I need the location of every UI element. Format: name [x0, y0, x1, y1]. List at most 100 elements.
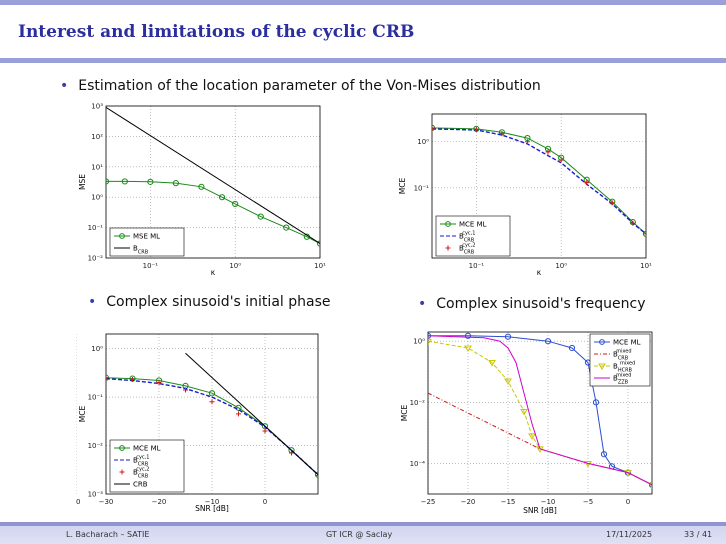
- x-tick-label: −20: [152, 498, 167, 506]
- plot-phase-mce: −30 −20 −10 0 10 10⁻³ 10⁻² 10⁻¹ 10⁰ SNR [dB] MCE MC…: [76, 326, 324, 512]
- y-tick-label: 10⁰: [91, 345, 103, 353]
- data-point: [208, 390, 216, 397]
- x-axis-label: κ: [211, 268, 216, 276]
- footer-author: L. Bacharach – SATIE: [66, 530, 150, 539]
- series-group: [106, 352, 318, 479]
- data-point: [106, 375, 109, 381]
- data-point: [156, 379, 162, 385]
- bullet-phase-text: Complex sinusoid's initial phase: [106, 294, 331, 310]
- data-point: [630, 220, 636, 226]
- footer-date: 17/11/2025: [606, 530, 653, 539]
- bullet-main: • Estimation of the location parameter of…: [60, 78, 541, 94]
- x-tick-label: 0: [263, 498, 267, 506]
- data-point: [183, 387, 188, 393]
- data-point: [504, 378, 512, 385]
- data-point: [520, 409, 528, 416]
- plot-vonmises-mce: 10⁻¹ 10⁰ 10¹ 10⁻¹ 10⁰ κ MCE MCE ML BCRBcyc,1 BCRB…: [396, 110, 654, 276]
- y-tick-label: 10⁰: [413, 338, 425, 346]
- y-axis-label: MSE: [78, 174, 87, 190]
- bullet-main-text: Estimation of the location parameter of …: [78, 78, 541, 94]
- data-point: [504, 333, 512, 340]
- legend-box: [109, 439, 185, 493]
- data-point: [648, 482, 652, 489]
- data-point: [209, 399, 215, 405]
- legend-label: BZZBmixed: [613, 373, 631, 386]
- legend-marker: [119, 233, 125, 239]
- x-tick-label: 10¹: [640, 262, 652, 270]
- data-point: [257, 213, 264, 220]
- bullet-freq-text: Complex sinusoid's frequency: [436, 296, 646, 312]
- x-tick-label: −10: [205, 498, 220, 506]
- data-point: [464, 332, 472, 339]
- data-point: [584, 180, 590, 186]
- x-axis-label: κ: [537, 268, 542, 276]
- legend-label: BCRBcyc,2: [133, 467, 149, 480]
- x-tick-label: 10: [76, 498, 80, 506]
- legend-marker: [119, 445, 125, 451]
- series-group: [106, 106, 320, 247]
- bullet-freq: • Complex sinusoid's frequency: [418, 296, 646, 312]
- data-point: [499, 131, 505, 137]
- data-point: [316, 240, 320, 247]
- data-point: [106, 374, 110, 381]
- bullet-dot-icon: •: [60, 78, 69, 94]
- legend-marker: [599, 339, 605, 345]
- legend-label: BCRBcyc,1: [459, 231, 475, 244]
- legend-label: MSE ML: [133, 233, 160, 241]
- data-point: [218, 194, 226, 201]
- series-line: [185, 352, 318, 476]
- x-axis-label: SNR [dB]: [523, 506, 557, 514]
- plot-vonmises-mse: 10⁻¹ 10⁰ 10¹ 10⁻² 10⁻¹ 10⁰ 10¹ 10² 10³ κ MSE MSE ML…: [76, 100, 326, 276]
- data-point: [568, 344, 576, 352]
- legend-marker: [598, 363, 606, 370]
- bullet-dot-icon: •: [88, 294, 97, 310]
- data-point: [544, 338, 552, 345]
- data-point: [283, 224, 290, 231]
- chart-svg: 10⁻¹ 10⁰ 10¹ 10⁻¹ 10⁰ κ MCE MCE ML BCRBcyc,1BCRB…: [398, 113, 652, 276]
- x-axis-label: SNR [dB]: [195, 504, 229, 512]
- y-tick-label: 10⁻²: [410, 399, 426, 407]
- legend-label: BCRBcyc,1: [133, 455, 149, 468]
- series-line: [428, 392, 652, 486]
- footer-rule: [0, 522, 726, 526]
- series-line: [428, 335, 652, 486]
- data-point: [428, 338, 432, 346]
- legend-label: MCE ML: [459, 221, 487, 229]
- y-tick-label: 10³: [91, 103, 103, 111]
- data-point: [198, 183, 205, 190]
- data-point: [106, 178, 110, 185]
- data-point: [600, 451, 608, 458]
- y-tick-label: 10⁰: [91, 194, 103, 202]
- y-tick-label: 10⁻²: [88, 442, 104, 450]
- data-point: [488, 360, 496, 367]
- chart-svg: 10⁻¹ 10⁰ 10¹ 10⁻² 10⁻¹ 10⁰ 10¹ 10² 10³ κ MSE MSE ML…: [78, 103, 326, 277]
- y-tick-label: 10⁻²: [88, 255, 104, 263]
- data-point: [262, 428, 268, 434]
- data-point: [121, 178, 128, 185]
- data-point: [558, 157, 564, 163]
- y-tick-label: 10⁻¹: [88, 394, 104, 402]
- legend-label: MCE ML: [613, 339, 641, 347]
- data-point: [545, 149, 551, 155]
- x-tick-label: −5: [583, 498, 593, 506]
- y-tick-label: 10⁻¹: [414, 184, 430, 192]
- bullet-dot-icon: •: [418, 296, 427, 312]
- series-line: [428, 340, 652, 486]
- y-tick-label: 10⁻¹: [88, 224, 104, 232]
- y-axis-label: MCE: [398, 178, 407, 195]
- x-tick-label: −30: [99, 498, 114, 506]
- x-tick-label: −20: [461, 498, 476, 506]
- data-point: [643, 231, 646, 237]
- header-bar: [0, 0, 726, 5]
- data-point: [528, 433, 536, 440]
- bullet-phase: • Complex sinusoid's initial phase: [88, 294, 330, 310]
- slide-title: Interest and limitations of the cyclic C…: [18, 22, 415, 42]
- plot-frame: [427, 331, 653, 495]
- data-point: [432, 126, 435, 132]
- data-point: [642, 230, 646, 238]
- data-point: [473, 126, 479, 132]
- data-point: [172, 180, 179, 187]
